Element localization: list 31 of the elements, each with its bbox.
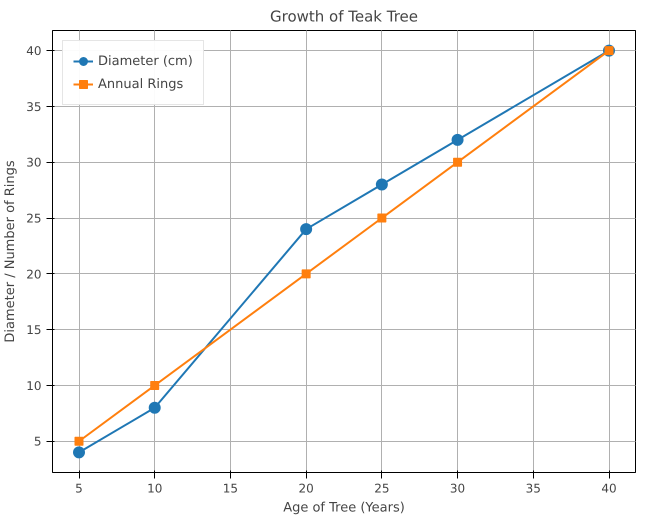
y-tick-label: 40 — [26, 44, 42, 58]
y-tick-label: 30 — [26, 156, 42, 170]
legend-label: Diameter (cm) — [98, 54, 193, 68]
chart-title: Growth of Teak Tree — [270, 8, 418, 26]
point — [452, 134, 464, 146]
x-axis-title: Age of Tree (Years) — [283, 500, 405, 516]
point — [302, 269, 311, 278]
y-tick-label: 15 — [26, 323, 42, 338]
point — [453, 158, 462, 167]
point — [74, 436, 84, 446]
x-tick-label: 30 — [450, 482, 466, 496]
x-tick-label: 20 — [298, 482, 314, 496]
y-tick-label: 5 — [34, 434, 42, 449]
point — [300, 223, 312, 236]
x-tick-label: 25 — [374, 482, 390, 496]
y-tick-label: 20 — [26, 267, 42, 282]
y-axis-title: Diameter / Number of Rings — [3, 160, 18, 343]
point — [377, 214, 386, 223]
point — [150, 380, 160, 390]
y-tick-label: 10 — [26, 378, 42, 393]
point — [376, 178, 388, 191]
point — [148, 402, 161, 414]
point — [73, 446, 85, 458]
legend-label: Annual Rings — [98, 76, 184, 92]
y-tick-label: 35 — [26, 100, 42, 114]
x-tick-label: 5 — [75, 482, 83, 496]
x-tick-label: 15 — [222, 482, 238, 496]
x-tick-label: 40 — [601, 482, 617, 496]
x-tick-label: 35 — [526, 482, 541, 496]
y-tick-label: 25 — [26, 212, 42, 226]
x-tick-label: 10 — [147, 482, 162, 496]
